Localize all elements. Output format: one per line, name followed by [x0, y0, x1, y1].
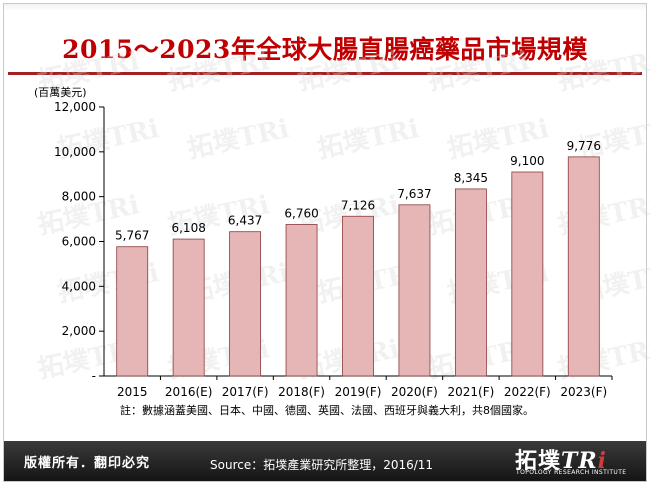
- bar-value-label: 5,767: [115, 229, 149, 243]
- bar-value-label: 9,100: [510, 154, 544, 168]
- watermark-logo: 拓墣TRi: [295, 46, 402, 97]
- x-tick-label: 2016(E): [165, 385, 212, 399]
- bar-value-label: 6,108: [171, 221, 205, 235]
- bar-value-label: 7,637: [397, 187, 431, 201]
- bar: [172, 238, 205, 377]
- logo-subtext: TOPOLOGY RESEARCH INSTITUTE: [516, 469, 627, 476]
- y-tick-label: 4,000: [62, 279, 96, 293]
- x-tick-label: 2022(F): [504, 385, 551, 399]
- bar-value-label: 6,437: [228, 214, 262, 228]
- bar: [454, 188, 487, 377]
- source-citation: Source：拓墣產業研究所整理，2016/11: [210, 458, 434, 472]
- copyright-notice: 版權所有．翻印必究: [24, 456, 151, 471]
- logo-text: 拓墣TRi: [515, 448, 608, 474]
- y-tick-label: 6,000: [62, 235, 96, 249]
- chart-note: 註：數據涵蓋美國、日本、中國、德國、英國、法國、西班牙與義大利，共8個國家。: [120, 403, 534, 417]
- bar: [229, 231, 262, 377]
- watermark-logo: 拓墣TRi: [425, 46, 532, 97]
- watermark-logo: 拓墣TRi: [165, 46, 272, 97]
- plot-area: - 2,000 4,000 6,000 8,000 10,000 12,000 5,767 20…: [54, 100, 613, 399]
- x-tick-label: 2018(F): [278, 385, 325, 399]
- y-tick-label: 8,000: [62, 190, 96, 204]
- x-tick-label: 2020(F): [391, 385, 438, 399]
- page-title: 2015～2023年全球大腸直腸癌藥品市場規模: [62, 35, 588, 64]
- bar: [398, 204, 431, 377]
- bar: [342, 215, 374, 377]
- y-tick-label: -: [92, 369, 96, 383]
- y-axis-unit-label: (百萬美元): [34, 86, 87, 99]
- watermark-logo: 拓墣TRi: [315, 114, 422, 165]
- x-tick-label: 2017(F): [222, 385, 269, 399]
- y-tick-label: 2,000: [62, 324, 96, 338]
- title-divider: [8, 72, 642, 75]
- top-bar: [4, 4, 646, 11]
- company-logo: 拓墣TRi TOPOLOGY RESEARCH INSTITUTE: [515, 443, 641, 479]
- bar: [511, 171, 544, 377]
- x-tick-label: 2019(F): [335, 385, 382, 399]
- bar-value-label: 7,126: [341, 198, 375, 212]
- bar: [567, 156, 600, 377]
- watermark-logo: 拓墣TRi: [185, 114, 292, 165]
- x-tick-label: 2023(F): [560, 385, 607, 399]
- bar-value-label: 8,345: [454, 171, 488, 185]
- footer-bar: 版權所有．翻印必究 Source：拓墣產業研究所整理，2016/11 拓墣TRi…: [4, 441, 646, 481]
- bar: [285, 224, 318, 377]
- bar-value-label: 6,760: [284, 206, 318, 220]
- y-tick-label: 10,000: [54, 145, 96, 159]
- x-tick-label: 2021(F): [447, 385, 494, 399]
- y-tick-label: 12,000: [54, 100, 96, 114]
- x-tick-label: 2015: [117, 385, 148, 399]
- watermark-logo: 拓墣TRi: [555, 46, 650, 97]
- bar-value-label: 9,776: [567, 139, 601, 153]
- bar: [116, 246, 149, 377]
